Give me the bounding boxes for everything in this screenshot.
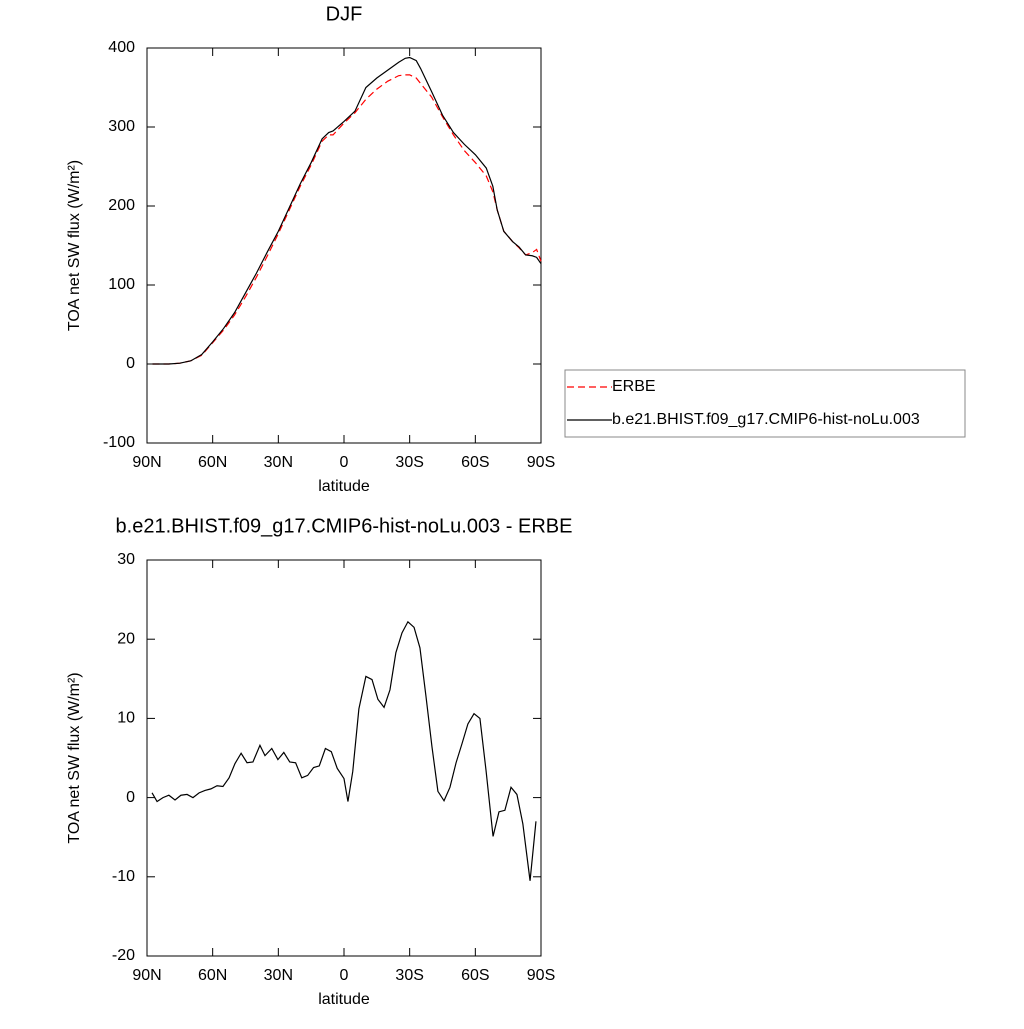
y-tick-label: 100 (108, 276, 135, 293)
x-tick-label: 90N (132, 967, 161, 984)
x-tick-label: 0 (340, 454, 349, 471)
y-tick-label: 300 (108, 118, 135, 135)
y-tick-label: -10 (112, 868, 135, 885)
x-tick-label: 0 (340, 967, 349, 984)
x-tick-label: 30N (264, 967, 293, 984)
y-tick-label: 400 (108, 39, 135, 56)
x-tick-label: 90N (132, 454, 161, 471)
y-tick-label: -100 (103, 434, 135, 451)
y-tick-label: -20 (112, 947, 135, 964)
y-axis-label: TOA net SW flux (W/m²) (66, 672, 83, 843)
plot-frame (146, 47, 542, 444)
x-tick-label: 60S (461, 967, 489, 984)
y-tick-label: 20 (117, 630, 135, 647)
x-tick-label: 60N (198, 454, 227, 471)
x-tick-label: 30N (264, 454, 293, 471)
data-line (152, 56, 542, 365)
x-axis-label: latitude (318, 991, 370, 1008)
x-tick-label: 90S (527, 454, 555, 471)
x-axis-label: latitude (318, 478, 370, 495)
x-tick-label: 30S (395, 454, 423, 471)
x-tick-label: 60N (198, 967, 227, 984)
chart-title: DJF (326, 3, 363, 25)
y-tick-label: 30 (117, 551, 135, 568)
y-tick-label: 0 (126, 789, 135, 806)
data-line (151, 620, 537, 881)
plot-frame (146, 559, 542, 957)
y-tick-label: 200 (108, 197, 135, 214)
x-tick-label: 90S (527, 967, 555, 984)
legend-label: b.e21.BHIST.f09_g17.CMIP6-hist-noLu.003 (612, 411, 920, 428)
legend-label: ERBE (612, 378, 656, 395)
y-tick-label: 10 (117, 710, 135, 727)
y-axis-label: TOA net SW flux (W/m²) (66, 160, 83, 331)
y-tick-label: 0 (126, 355, 135, 372)
x-tick-label: 60S (461, 454, 489, 471)
chart-title: b.e21.BHIST.f09_g17.CMIP6-hist-noLu.003 … (116, 515, 573, 537)
x-tick-label: 30S (395, 967, 423, 984)
legend-box (564, 369, 966, 438)
